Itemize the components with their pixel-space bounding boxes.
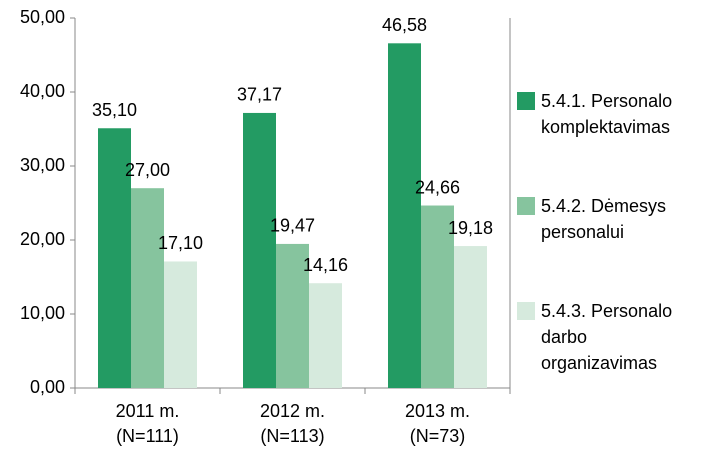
value-label: 14,16 bbox=[303, 255, 348, 275]
legend-item: 5.4.1. Personalo komplektavimas bbox=[517, 88, 691, 140]
legend-label: 5.4.1. Personalo komplektavimas bbox=[541, 91, 673, 137]
x-tick-label: (N=73) bbox=[410, 426, 466, 446]
bar bbox=[276, 243, 309, 388]
y-tick-label: 30,00 bbox=[20, 155, 65, 175]
y-tick-label: 20,00 bbox=[20, 229, 65, 249]
bar bbox=[309, 283, 342, 388]
legend-label: 5.4.2. Dėmesys personalui bbox=[541, 196, 667, 242]
bar bbox=[164, 261, 197, 388]
value-label: 19,18 bbox=[448, 218, 493, 238]
value-label: 24,66 bbox=[415, 177, 460, 197]
bar bbox=[131, 188, 164, 388]
value-label: 27,00 bbox=[125, 160, 170, 180]
x-tick-label: 2013 m. bbox=[405, 401, 470, 421]
value-label: 35,10 bbox=[92, 100, 137, 120]
x-tick-label: 2011 m. bbox=[116, 401, 180, 421]
y-tick-label: 0,00 bbox=[30, 377, 65, 397]
value-label: 17,10 bbox=[158, 233, 203, 253]
y-tick-label: 50,00 bbox=[20, 7, 65, 27]
value-label: 46,58 bbox=[382, 15, 427, 35]
legend-label: 5.4.3. Personalo darbo organizavimas bbox=[541, 301, 673, 373]
legend-swatch bbox=[517, 302, 535, 320]
legend-swatch bbox=[517, 92, 535, 110]
bar bbox=[243, 112, 276, 388]
value-label: 37,17 bbox=[237, 85, 282, 105]
bar bbox=[454, 246, 487, 388]
value-label: 19,47 bbox=[270, 216, 315, 236]
legend-item: 5.4.2. Dėmesys personalui bbox=[517, 193, 691, 245]
x-tick-label: (N=111) bbox=[116, 426, 179, 446]
bar bbox=[421, 205, 454, 388]
y-tick-label: 10,00 bbox=[20, 303, 65, 323]
legend-swatch bbox=[517, 197, 535, 215]
x-tick-label: (N=113) bbox=[260, 426, 324, 446]
bar bbox=[98, 128, 131, 388]
legend-item: 5.4.3. Personalo darbo organizavimas bbox=[517, 298, 691, 376]
x-tick-label: 2012 m. bbox=[260, 401, 325, 421]
y-tick-label: 40,00 bbox=[20, 81, 65, 101]
bar bbox=[388, 43, 421, 389]
